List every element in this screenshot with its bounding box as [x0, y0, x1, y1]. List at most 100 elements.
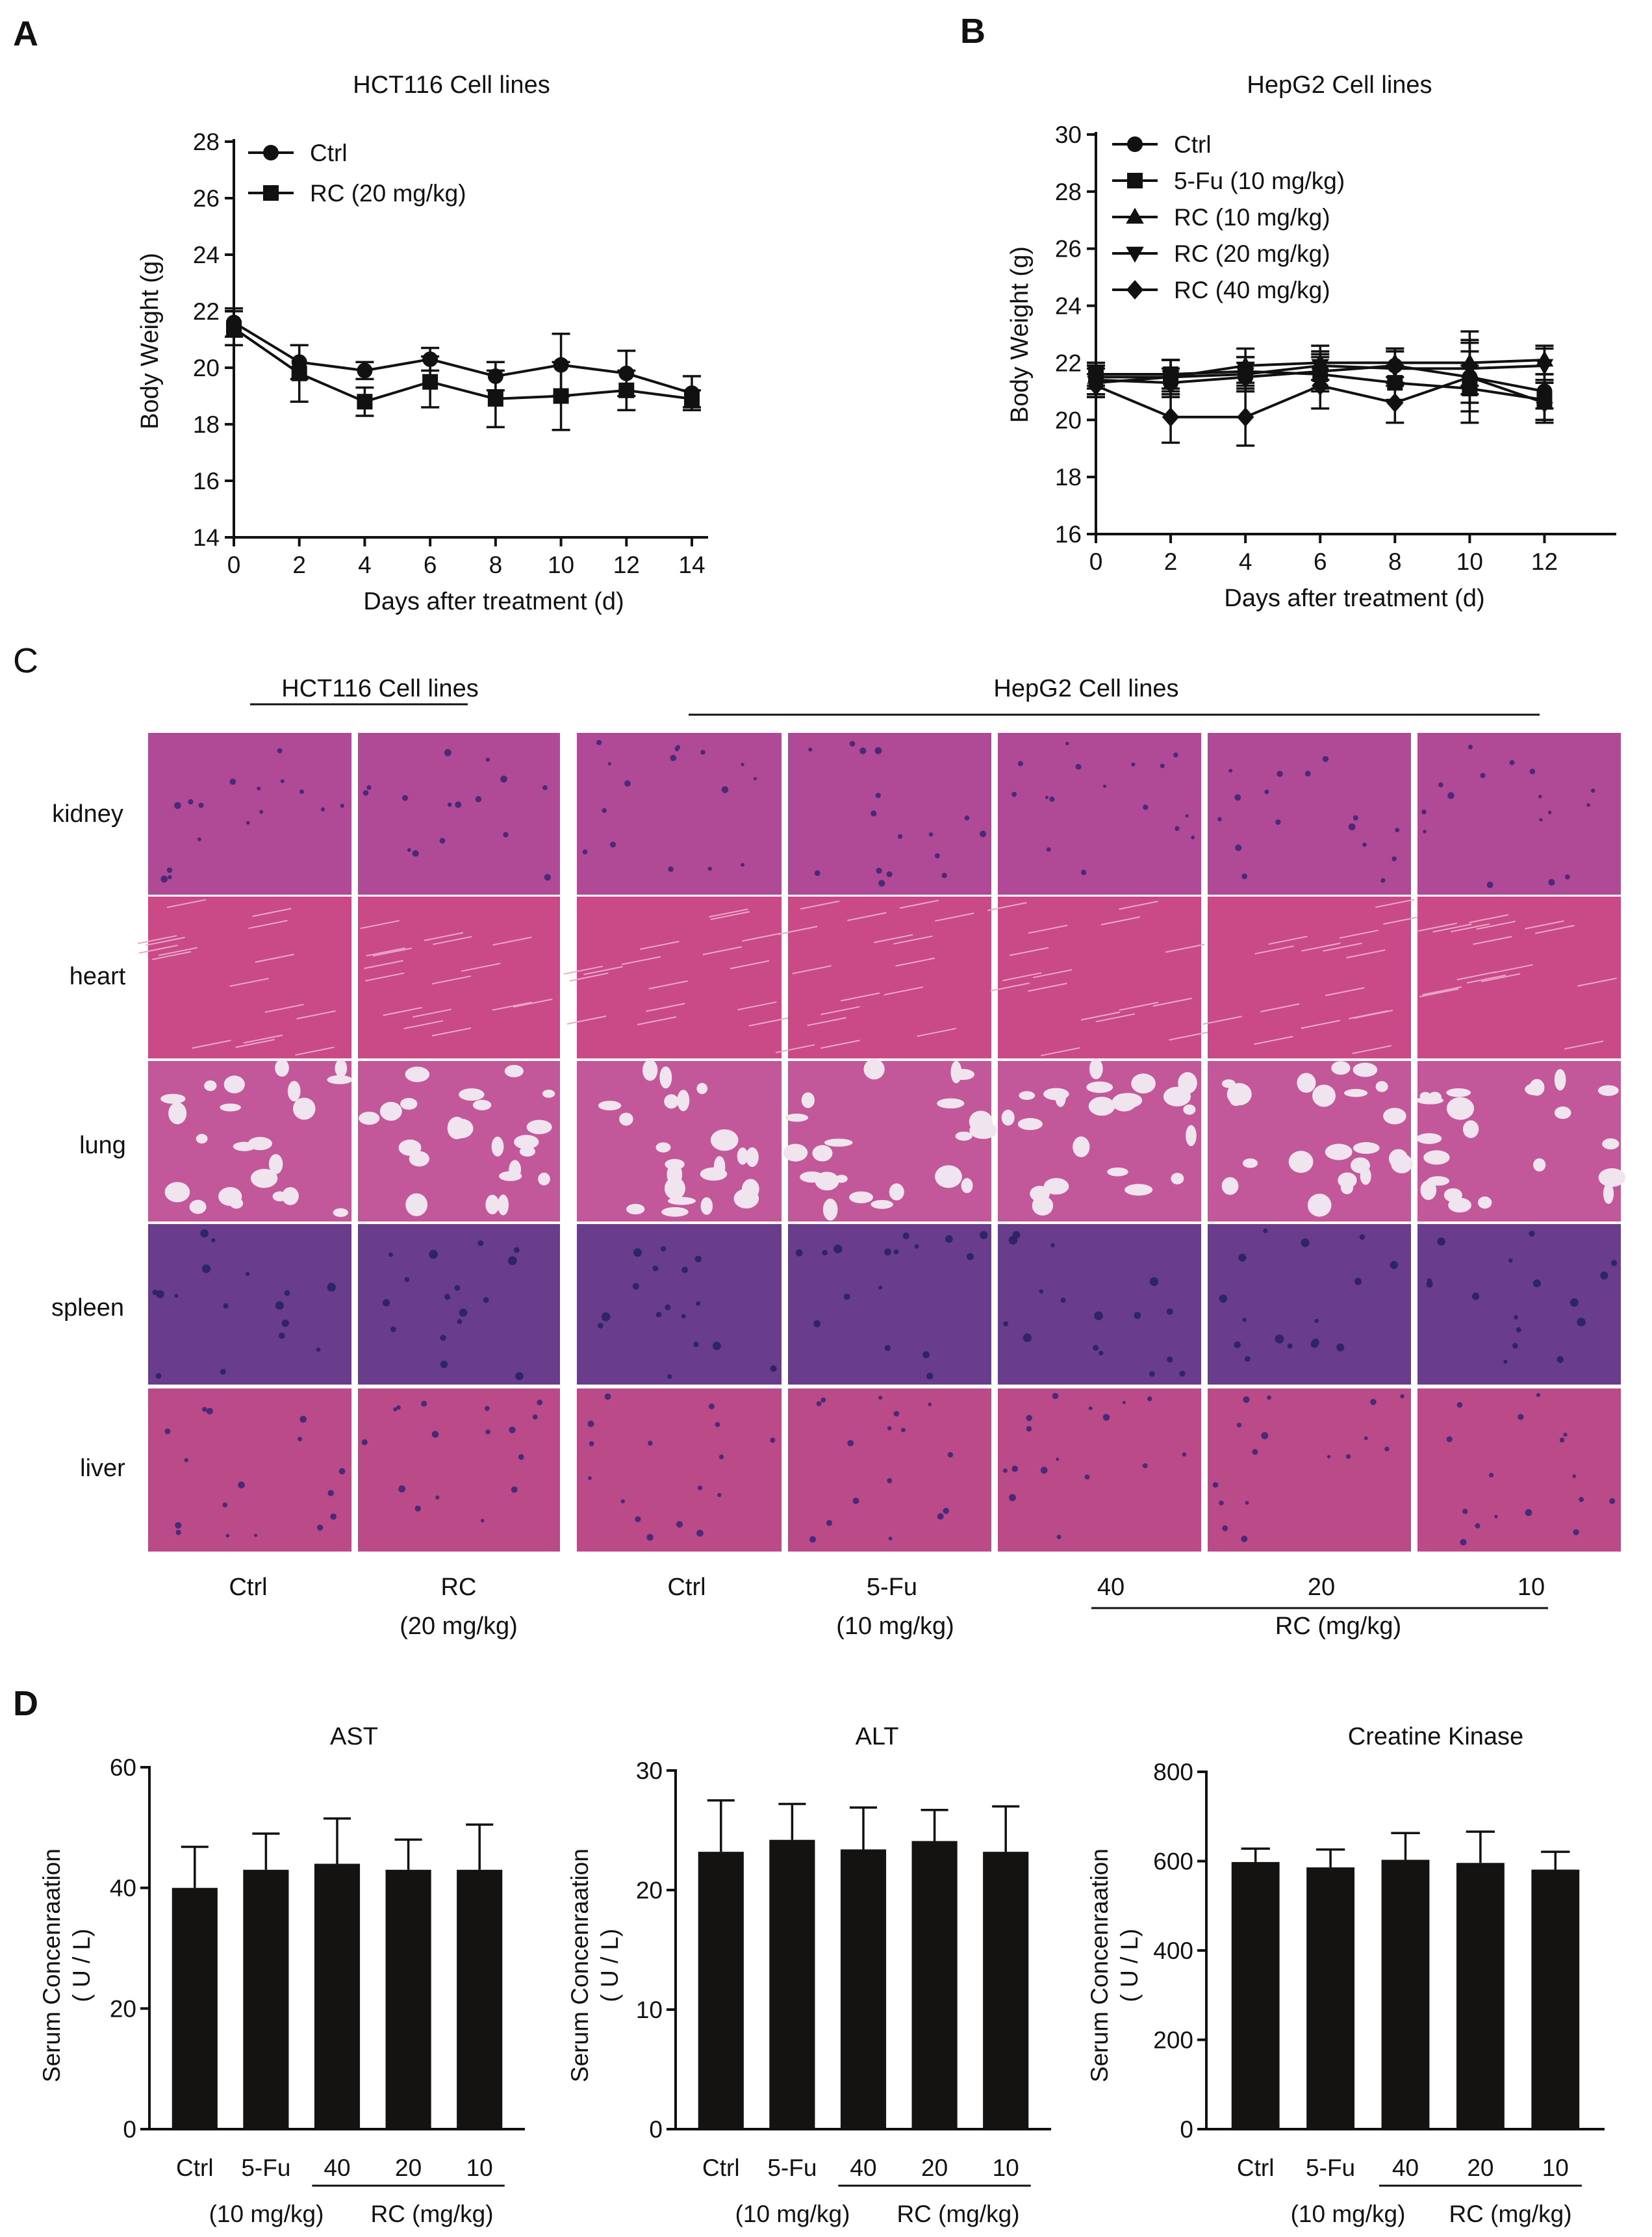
fiber [640, 941, 680, 950]
nucleus [870, 810, 877, 817]
data-point [226, 320, 242, 337]
nucleus [174, 1294, 179, 1298]
nucleus [1512, 1342, 1518, 1349]
nucleus [1241, 873, 1248, 880]
nucleus [674, 747, 680, 752]
fiber [433, 936, 472, 945]
nucleus [852, 1498, 859, 1504]
nucleus [175, 1529, 181, 1535]
nucleus [900, 1427, 906, 1433]
nucleus [1610, 1260, 1618, 1266]
y-tick-label: 400 [1153, 1937, 1193, 1964]
x-tick-label: 14 [678, 552, 705, 578]
fiber [264, 1003, 304, 1013]
tissue-background [788, 733, 991, 895]
nucleus [721, 786, 729, 793]
tissue-image-kidney [1417, 733, 1621, 895]
alveolus [849, 1191, 874, 1203]
alveolus [1113, 1093, 1143, 1108]
nucleus [770, 1365, 777, 1372]
tissue-background [358, 733, 560, 895]
nucleus [366, 785, 372, 790]
nucleus [620, 1499, 625, 1503]
series-line [233, 327, 693, 403]
nucleus [1557, 1356, 1564, 1363]
nucleus [1102, 1414, 1110, 1421]
tissue-image-kidney [148, 733, 351, 895]
nucleus [1609, 1498, 1616, 1504]
data-point [1312, 376, 1329, 396]
nucleus [1362, 842, 1367, 847]
tissue-background [148, 1224, 351, 1385]
nucleus [1149, 1371, 1155, 1377]
alveolus [472, 1099, 492, 1110]
nucleus [878, 880, 885, 887]
nucleus [1462, 1509, 1468, 1515]
nucleus [897, 834, 903, 839]
nucleus [1217, 817, 1222, 822]
series-2 [225, 310, 701, 431]
line-chart-hct116: HCT116 Cell lines Body Weight (g) Days a… [136, 71, 708, 615]
y-axis-label-line2: ( U / L) [1116, 1928, 1143, 2002]
chart-title: HCT116 Cell lines [353, 71, 550, 99]
alveolus [498, 1194, 509, 1216]
alveolus [800, 1171, 824, 1183]
fiber [1100, 916, 1141, 926]
alveolus [333, 1208, 348, 1217]
fiber [1325, 987, 1365, 997]
nucleus [1173, 752, 1178, 758]
legend-marker [1126, 207, 1144, 224]
tissue-background [998, 897, 1201, 1058]
fiber [151, 951, 192, 960]
nucleus [1353, 815, 1358, 821]
series-5 [1087, 330, 1554, 447]
alveolus [733, 1188, 759, 1208]
tissue-image-liver [1417, 1388, 1621, 1552]
nucleus [1509, 760, 1515, 765]
panel-letter-b: B [960, 12, 985, 51]
nucleus [1516, 1327, 1521, 1333]
fu-dose-label: (10 mg/kg) [1291, 2201, 1406, 2227]
fiber [252, 908, 292, 917]
fiber [935, 912, 974, 922]
alveolus [447, 1116, 466, 1140]
fiber [1169, 1031, 1208, 1041]
rc-group-label: RC (mg/kg) [370, 2201, 493, 2227]
tissue-background [577, 733, 782, 895]
alveolus [1597, 1085, 1619, 1096]
y-tick-label: 16 [1055, 521, 1082, 548]
fiber [637, 1016, 677, 1026]
tissue-background [148, 897, 351, 1058]
fiber [800, 900, 840, 910]
nucleus [1600, 1272, 1608, 1280]
fiber [1080, 1011, 1121, 1021]
nucleus [1438, 782, 1443, 787]
nucleus [431, 1431, 439, 1438]
col-label-5fu-dose: (10 mg/kg) [836, 1613, 954, 1640]
data-point [1236, 367, 1254, 384]
alveolus [1477, 1196, 1492, 1209]
alveolus [822, 1198, 838, 1221]
row-label-lung: lung [79, 1132, 126, 1159]
x-tick-label: 2 [1164, 548, 1178, 575]
nucleus [245, 1272, 250, 1276]
x-tick-label: 4 [358, 552, 372, 578]
fiber [807, 1017, 847, 1027]
nucleus [1182, 1452, 1187, 1457]
nucleus [1514, 1315, 1518, 1320]
nucleus [1065, 741, 1069, 745]
alveolus [1163, 1086, 1191, 1106]
nucleus [484, 1405, 490, 1411]
line-chart-hepg2: HepG2 Cell lines Body Weight (g) Days af… [1006, 71, 1616, 612]
alveolus [459, 1088, 485, 1101]
nucleus [1167, 1356, 1173, 1363]
alveolus [1107, 1167, 1128, 1177]
data-point [1386, 362, 1404, 378]
alveolus [1427, 1176, 1450, 1186]
alveolus [1073, 1136, 1090, 1158]
nucleus [338, 1468, 346, 1475]
fiber [366, 947, 405, 957]
alveolus [248, 1136, 273, 1151]
rc-group-label: RC (mg/kg) [1275, 1613, 1401, 1640]
nucleus [1471, 1292, 1480, 1300]
